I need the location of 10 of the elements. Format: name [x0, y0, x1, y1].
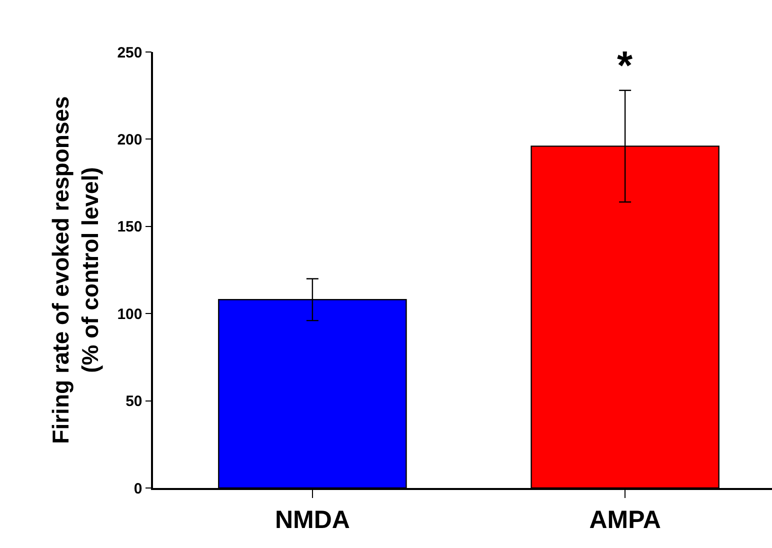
annotation: *: [617, 44, 633, 88]
y-tick-label: 150: [117, 218, 142, 236]
y-tick-label: 50: [126, 393, 142, 410]
x-tick-label: AMPA: [589, 506, 661, 534]
y-tick-label: 200: [117, 131, 142, 148]
y-tick-label: 250: [117, 44, 142, 62]
y-tick-label: 100: [117, 306, 142, 323]
x-tick-label: NMDA: [274, 506, 350, 534]
y-tick-label: 0: [134, 480, 142, 498]
y-axis-title: Firing rate of evoked responses (% of control level): [47, 96, 104, 444]
